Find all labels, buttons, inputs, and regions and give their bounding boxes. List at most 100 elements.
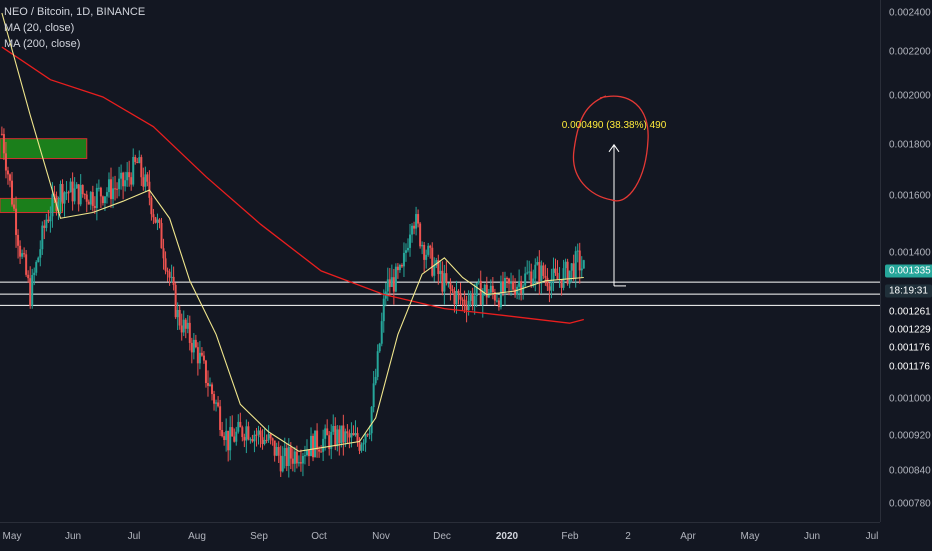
candle-body xyxy=(53,194,56,196)
candle-body xyxy=(495,300,498,302)
candle-body xyxy=(198,352,201,364)
candle-body xyxy=(19,245,22,257)
candle-body xyxy=(97,187,100,189)
candle-body xyxy=(354,433,357,436)
candle-body xyxy=(269,434,272,439)
candle-body xyxy=(245,426,248,441)
chart-legend: NEO / Bitcoin, 1D, BINANCE MA (20, close… xyxy=(4,4,145,52)
ma20-label[interactable]: MA (20, close) xyxy=(4,22,75,34)
candle-body xyxy=(475,283,478,297)
resistance-zone xyxy=(0,138,88,160)
candle-body xyxy=(281,456,284,472)
candle-body xyxy=(253,434,256,442)
candle-body xyxy=(45,219,48,228)
candle-body xyxy=(116,188,119,190)
candle-body xyxy=(340,425,343,444)
candle-body xyxy=(390,277,393,287)
candle-body xyxy=(130,177,133,185)
candle-body xyxy=(550,279,553,291)
candle-body xyxy=(417,214,420,224)
ma200-label[interactable]: MA (200, close) xyxy=(4,38,81,50)
candle-body xyxy=(356,433,359,442)
candle-body xyxy=(552,268,555,280)
x-tick-label: Nov xyxy=(372,531,390,542)
candle-body xyxy=(188,322,191,343)
candle-body xyxy=(536,262,539,265)
y-tick-label: 0.001800 xyxy=(889,139,931,151)
candle-body xyxy=(332,426,335,432)
candle-body xyxy=(360,444,363,451)
ma200-line xyxy=(1,46,584,324)
candle-body xyxy=(91,192,94,206)
candle-body xyxy=(101,196,104,204)
candle-body xyxy=(241,427,244,438)
candle-body xyxy=(4,153,7,171)
candle-body xyxy=(392,277,395,292)
candle-body xyxy=(29,278,32,306)
candle-body xyxy=(184,319,187,329)
ma20-line xyxy=(1,12,584,452)
candle-body xyxy=(532,278,535,287)
candle-body xyxy=(196,347,199,364)
x-tick-label: Jun xyxy=(64,531,82,542)
symbol-label[interactable]: NEO / Bitcoin, 1D, BINANCE xyxy=(4,6,146,18)
candle-body xyxy=(237,421,240,432)
candle-body xyxy=(423,244,426,260)
candle-body xyxy=(564,261,567,269)
candle-body xyxy=(23,253,26,255)
candle-body xyxy=(259,430,262,438)
candle-body xyxy=(297,462,300,464)
candle-body xyxy=(388,279,391,287)
candle-body xyxy=(168,271,171,278)
candle-body xyxy=(61,183,64,204)
candle-body xyxy=(13,204,16,209)
candle-body xyxy=(182,319,185,333)
candle-body xyxy=(85,194,88,202)
candle-body xyxy=(386,279,389,292)
candle-body xyxy=(140,157,143,178)
candle-body xyxy=(217,402,220,407)
candle-body xyxy=(342,425,345,443)
candle-body xyxy=(41,225,44,250)
candle-body xyxy=(372,383,375,408)
time-axis[interactable]: May Jun Jul Aug Sep Oct Nov Dec 2020 Feb… xyxy=(0,522,880,551)
circle-annotation xyxy=(572,95,649,202)
candle-body xyxy=(8,174,11,181)
candle-body xyxy=(467,300,470,311)
candle-body xyxy=(447,282,450,284)
candle-body xyxy=(512,282,515,290)
candle-body xyxy=(63,192,66,204)
candle-body xyxy=(459,293,462,300)
candle-body xyxy=(107,179,110,193)
x-tick-label: 2 xyxy=(625,531,631,542)
candle-body xyxy=(308,450,310,457)
candle-body xyxy=(89,192,92,205)
candle-body xyxy=(209,384,211,386)
candle-body xyxy=(427,245,430,255)
x-tick-label: Apr xyxy=(680,531,696,542)
candle-body xyxy=(503,278,506,293)
candle-body xyxy=(330,431,333,449)
candle-body xyxy=(233,436,236,442)
candle-body xyxy=(580,268,583,271)
candle-body xyxy=(231,427,234,437)
y-tick-label: 0.000920 xyxy=(889,430,931,442)
candle-body xyxy=(419,223,422,247)
candle-body xyxy=(346,431,349,434)
candle-body xyxy=(501,281,504,293)
candle-body xyxy=(336,429,339,447)
price-chart[interactable] xyxy=(0,0,880,522)
candle-body xyxy=(429,245,432,248)
x-tick-label: May xyxy=(2,531,22,542)
candle-body xyxy=(285,448,288,467)
candle-body xyxy=(215,402,218,404)
candle-body xyxy=(574,251,577,279)
x-tick-label: Dec xyxy=(433,531,451,542)
candle-body xyxy=(15,208,18,235)
candle-body xyxy=(249,439,252,441)
candle-body xyxy=(47,219,50,222)
y-tick-label: 0.001000 xyxy=(889,393,931,405)
candle-body xyxy=(324,428,327,439)
price-axis[interactable]: 0.002400 0.002200 0.002000 0.001800 0.00… xyxy=(880,0,932,522)
candle-body xyxy=(204,360,207,384)
